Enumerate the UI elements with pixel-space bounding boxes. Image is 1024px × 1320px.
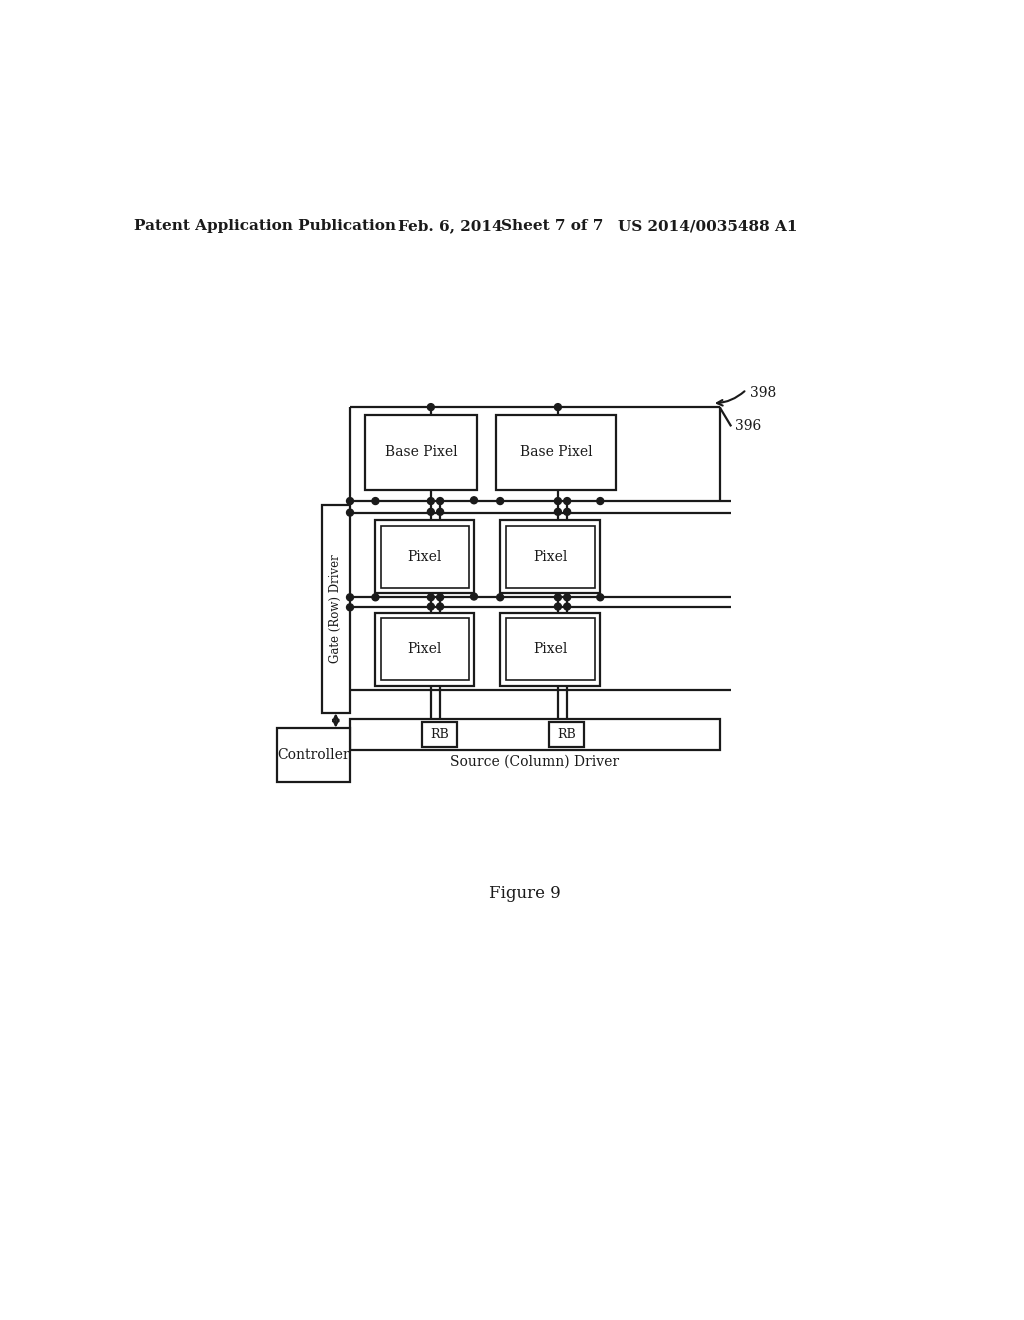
Text: Sheet 7 of 7: Sheet 7 of 7 bbox=[502, 219, 604, 234]
Text: Pixel: Pixel bbox=[534, 550, 567, 564]
Bar bbox=[276, 729, 350, 781]
Text: 396: 396 bbox=[735, 420, 761, 433]
Circle shape bbox=[346, 498, 353, 504]
Text: Source (Column) Driver: Source (Column) Driver bbox=[451, 754, 620, 768]
Text: US 2014/0035488 A1: US 2014/0035488 A1 bbox=[618, 219, 798, 234]
Circle shape bbox=[554, 404, 561, 411]
Bar bbox=[381, 525, 469, 589]
Circle shape bbox=[470, 593, 477, 601]
Bar bbox=[500, 520, 600, 594]
Circle shape bbox=[427, 508, 434, 515]
Bar bbox=[322, 506, 350, 713]
Circle shape bbox=[427, 594, 434, 601]
Text: Feb. 6, 2014: Feb. 6, 2014 bbox=[397, 219, 503, 234]
Circle shape bbox=[597, 498, 604, 504]
Bar bbox=[506, 618, 595, 681]
Text: Pixel: Pixel bbox=[534, 643, 567, 656]
Text: Pixel: Pixel bbox=[408, 643, 442, 656]
Circle shape bbox=[563, 603, 570, 610]
Circle shape bbox=[436, 594, 443, 601]
Circle shape bbox=[554, 594, 561, 601]
Circle shape bbox=[372, 498, 379, 504]
Circle shape bbox=[427, 404, 434, 411]
Circle shape bbox=[563, 498, 570, 504]
Circle shape bbox=[470, 496, 477, 504]
Text: Patent Application Publication: Patent Application Publication bbox=[134, 219, 396, 234]
Circle shape bbox=[427, 498, 434, 504]
Circle shape bbox=[554, 508, 561, 515]
Circle shape bbox=[346, 594, 353, 601]
Circle shape bbox=[554, 603, 561, 610]
Text: Base Pixel: Base Pixel bbox=[519, 445, 592, 459]
Text: Controller: Controller bbox=[278, 748, 350, 762]
Text: Base Pixel: Base Pixel bbox=[385, 445, 458, 459]
Bar bbox=[506, 525, 595, 589]
Circle shape bbox=[563, 594, 570, 601]
Bar bbox=[350, 719, 720, 750]
Bar bbox=[500, 612, 600, 686]
Text: Pixel: Pixel bbox=[408, 550, 442, 564]
Circle shape bbox=[436, 498, 443, 504]
Text: Figure 9: Figure 9 bbox=[488, 886, 561, 903]
Text: 398: 398 bbox=[751, 387, 776, 400]
Text: Gate (Row) Driver: Gate (Row) Driver bbox=[330, 554, 342, 663]
Circle shape bbox=[497, 594, 504, 601]
Bar bbox=[497, 414, 615, 490]
Circle shape bbox=[554, 498, 561, 504]
Bar bbox=[376, 612, 474, 686]
Bar bbox=[381, 618, 469, 681]
Bar bbox=[366, 414, 477, 490]
Circle shape bbox=[497, 498, 504, 504]
Circle shape bbox=[563, 508, 570, 515]
Text: RB: RB bbox=[430, 727, 449, 741]
Text: RB: RB bbox=[557, 727, 575, 741]
Bar bbox=[422, 722, 457, 747]
Circle shape bbox=[346, 603, 353, 611]
Circle shape bbox=[597, 594, 604, 601]
Circle shape bbox=[427, 603, 434, 610]
Circle shape bbox=[436, 603, 443, 610]
Circle shape bbox=[346, 510, 353, 516]
Bar bbox=[549, 722, 584, 747]
Circle shape bbox=[436, 508, 443, 515]
Circle shape bbox=[372, 594, 379, 601]
Bar bbox=[376, 520, 474, 594]
